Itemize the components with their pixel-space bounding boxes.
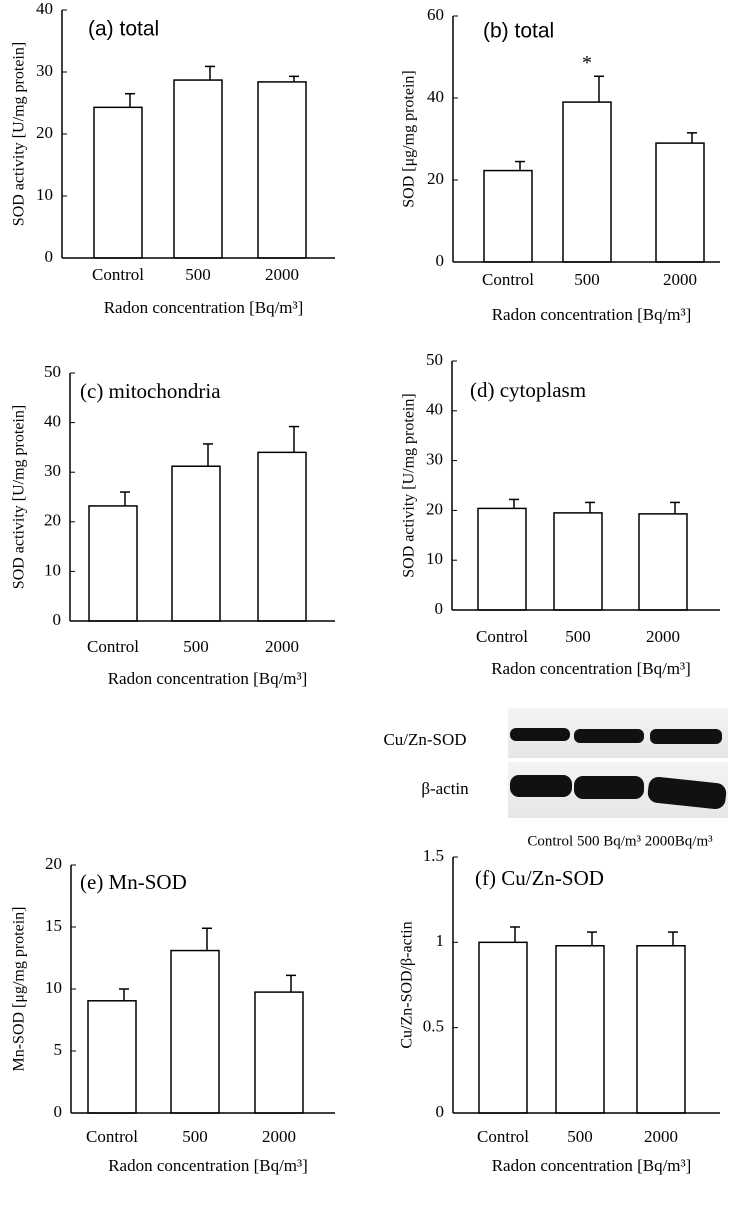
y-tick-label: 40: [427, 87, 444, 106]
x-axis-label: Radon concentration [Bq/m³]: [491, 659, 691, 678]
bar: [87, 1000, 137, 1114]
bar: [254, 991, 304, 1114]
y-tick-label: 20: [427, 169, 444, 188]
y-tick-label: 20: [45, 854, 62, 873]
x-tick-label: Control: [482, 270, 534, 289]
y-tick-label: 1: [436, 931, 445, 950]
bar: [478, 941, 528, 1114]
blot-lane-label: Control 500 Bq/m³ 2000Bq/m³: [527, 833, 713, 849]
y-tick-label: 50: [426, 350, 443, 369]
y-axis-label: SOD [μg/mg protein]: [401, 70, 418, 207]
y-tick-label: 0: [53, 610, 62, 629]
x-tick-label: Control: [87, 637, 139, 656]
x-axis-label: Radon concentration [Bq/m³]: [492, 1156, 692, 1175]
y-tick-label: 20: [36, 123, 53, 142]
blot-row-label: Cu/Zn-SOD: [383, 730, 466, 749]
bar: [257, 81, 307, 259]
western-blot: Cu/Zn-SOD β-actin Control 500 Bq/m³ 2000…: [383, 708, 728, 849]
y-tick-label: 10: [44, 560, 61, 579]
x-axis-label: Radon concentration [Bq/m³]: [108, 669, 308, 688]
x-axis-label: Radon concentration [Bq/m³]: [492, 305, 692, 324]
x-tick-label: 2000: [644, 1127, 678, 1146]
bar: [553, 512, 603, 611]
y-tick-label: 10: [426, 549, 443, 568]
panel-title: (a) total: [88, 18, 159, 41]
y-tick-label: 20: [426, 499, 443, 518]
y-tick-label: 1.5: [423, 846, 444, 865]
x-tick-label: Control: [92, 265, 144, 284]
y-axis-label: Mn-SOD [μg/mg protein]: [11, 906, 28, 1071]
bar: [173, 79, 223, 259]
band: [650, 729, 722, 744]
x-tick-label: 2000: [646, 627, 680, 646]
bar: [555, 944, 605, 1114]
y-tick-label: 40: [36, 0, 53, 18]
bar: [636, 944, 686, 1114]
x-tick-label: Control: [477, 1127, 529, 1146]
significance-marker: *: [582, 52, 592, 74]
y-tick-label: 20: [44, 511, 61, 530]
bar: [93, 106, 143, 259]
x-tick-label: 2000: [663, 270, 697, 289]
x-tick-label: 500: [574, 270, 600, 289]
y-tick-label: 0: [45, 247, 54, 266]
bar: [562, 101, 612, 263]
blot-row-label: β-actin: [421, 779, 469, 798]
bar: [655, 142, 705, 263]
bar: [257, 451, 307, 622]
bar: [171, 465, 221, 622]
y-tick-label: 10: [45, 978, 62, 997]
y-tick-label: 30: [426, 450, 443, 469]
y-tick-label: 15: [45, 916, 62, 935]
x-tick-label: Control: [476, 627, 528, 646]
band: [574, 729, 644, 743]
band: [647, 776, 727, 810]
x-tick-label: 2000: [265, 637, 299, 656]
x-tick-label: 500: [183, 637, 209, 656]
panel-title: (e) Mn-SOD: [80, 870, 187, 894]
x-tick-label: 2000: [265, 265, 299, 284]
bar: [477, 507, 527, 611]
y-axis-label: SOD activity [U/mg protein]: [11, 405, 28, 589]
panel-title: (b) total: [483, 20, 554, 43]
y-axis-label: SOD activity [U/mg protein]: [401, 393, 418, 577]
bar: [170, 949, 220, 1114]
bar: [88, 505, 138, 622]
x-tick-label: 500: [567, 1127, 593, 1146]
y-tick-label: 5: [54, 1040, 63, 1059]
panel-title: (f) Cu/Zn-SOD: [475, 866, 604, 890]
y-tick-label: 0: [54, 1102, 63, 1121]
bar: [483, 169, 533, 263]
y-tick-label: 50: [44, 362, 61, 381]
x-tick-label: 2000: [262, 1127, 296, 1146]
y-tick-label: 30: [44, 461, 61, 480]
band: [574, 776, 644, 799]
y-axis-label: SOD activity [U/mg protein]: [11, 42, 28, 226]
y-tick-label: 40: [44, 412, 61, 431]
y-tick-label: 40: [426, 400, 443, 419]
x-tick-label: Control: [86, 1127, 138, 1146]
y-axis-label: Cu/Zn-SOD/β-actin: [399, 921, 416, 1048]
band: [510, 728, 570, 741]
band: [510, 775, 572, 797]
bar: [638, 513, 688, 611]
x-tick-label: 500: [565, 627, 591, 646]
y-tick-label: 60: [427, 5, 444, 24]
x-axis-label: Radon concentration [Bq/m³]: [104, 298, 304, 317]
x-axis-label: Radon concentration [Bq/m³]: [108, 1156, 308, 1175]
y-tick-label: 0.5: [423, 1017, 444, 1036]
x-tick-label: 500: [185, 265, 211, 284]
x-tick-label: 500: [182, 1127, 208, 1146]
y-tick-label: 0: [435, 599, 444, 618]
y-tick-label: 30: [36, 61, 53, 80]
panel-title: (d) cytoplasm: [470, 378, 586, 402]
y-tick-label: 10: [36, 185, 53, 204]
y-tick-label: 0: [436, 1102, 445, 1121]
panel-title: (c) mitochondria: [80, 379, 221, 403]
y-tick-label: 0: [436, 251, 445, 270]
